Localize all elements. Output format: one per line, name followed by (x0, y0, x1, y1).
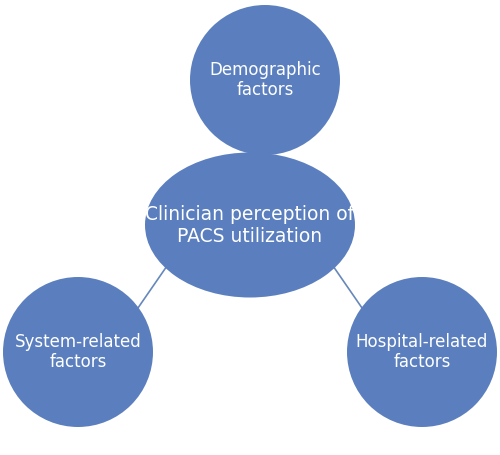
Circle shape (190, 5, 340, 155)
Ellipse shape (145, 152, 355, 298)
Text: Demographic
factors: Demographic factors (209, 61, 321, 99)
Circle shape (347, 277, 497, 427)
Text: Hospital-related
factors: Hospital-related factors (356, 333, 488, 371)
Text: System-related
factors: System-related factors (14, 333, 141, 371)
Circle shape (3, 277, 153, 427)
Text: Clinician perception of
PACS utilization: Clinician perception of PACS utilization (146, 204, 354, 246)
